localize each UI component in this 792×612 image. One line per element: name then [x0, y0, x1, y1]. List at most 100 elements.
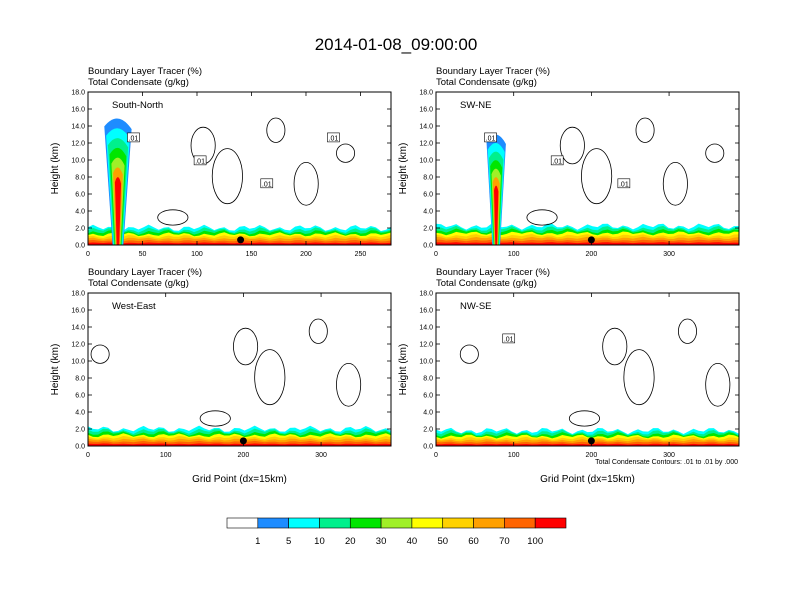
condensate-contour	[568, 410, 601, 427]
plot-area	[88, 318, 391, 446]
y-axis-label: Height (km)	[50, 344, 61, 396]
colorbar-label: 1	[255, 536, 260, 547]
location-marker	[587, 236, 595, 244]
y-tick-label: 10.0	[71, 359, 85, 366]
colorbar-label: 100	[527, 536, 543, 547]
y-tick-label: 4.0	[423, 209, 433, 216]
y-tick-label: 2.0	[423, 226, 433, 233]
plot-frame	[87, 91, 392, 246]
condensate-contour	[662, 161, 688, 206]
y-tick-label: 0.0	[423, 444, 433, 451]
y-tick-label: 10.0	[71, 158, 85, 165]
panel-west-east: 0 100 200 300 0.0 2.0 4.0 6.0 8.0 10.0 12.0 14.0 16.…	[50, 267, 392, 485]
y-tick-label: 2.0	[423, 427, 433, 434]
condensate-contour	[254, 349, 286, 406]
plot-area	[436, 117, 739, 245]
contour-label: .01	[262, 181, 272, 188]
x-tick-label: 0	[434, 251, 438, 258]
y-tick-label: 10.0	[419, 359, 433, 366]
colorbar-label: 70	[499, 536, 510, 547]
condensate-contour	[526, 209, 558, 226]
plot-frame	[435, 91, 740, 246]
x-tick-label: 100	[191, 251, 203, 258]
contour-label: .01	[195, 158, 205, 165]
tracer-plume	[114, 177, 122, 245]
colorbar-swatch	[534, 517, 567, 529]
figure-title: 2014-01-08_09:00:00	[315, 35, 478, 54]
panel-nw-se: .01 0 100 200 300 0.0 2.0 4.0 6.0 8.0 10.0 12.0 14.0…	[398, 267, 740, 485]
condensate-contour	[233, 327, 259, 366]
contour-label: .01	[129, 135, 139, 142]
y-tick-label: 16.0	[71, 308, 85, 315]
condensate-contour	[157, 209, 189, 226]
y-tick-label: 12.0	[71, 342, 85, 349]
x-tick-label: 200	[586, 251, 598, 258]
x-tick-label: 250	[355, 251, 367, 258]
condensate-contour	[90, 344, 110, 364]
y-tick-label: 12.0	[71, 141, 85, 148]
contour-label-box	[484, 132, 497, 143]
x-tick-label: 200	[300, 251, 312, 258]
condensate-contour	[623, 349, 655, 406]
colorbar-swatch	[349, 517, 382, 529]
y-tick-label: 8.0	[75, 376, 85, 383]
panel-name: NW-SE	[460, 301, 492, 312]
x-tick-label: 0	[434, 452, 438, 459]
y-tick-label: 8.0	[75, 175, 85, 182]
y-tick-label: 4.0	[423, 410, 433, 417]
panel-south-north: .01 .01 .01 .01 0 50 100 150 200 250 0.0 2.0 4.0 6.0 8…	[50, 66, 392, 258]
x-tick-label: 100	[160, 452, 172, 459]
panel-name: SW-NE	[460, 100, 492, 111]
panels: .01 .01 .01 .01 0 50 100 150 200 250 0.0 2.0 4.0 6.0 8…	[50, 66, 740, 485]
location-marker	[587, 437, 595, 445]
y-tick-label: 8.0	[423, 175, 433, 182]
y-tick-label: 18.0	[419, 90, 433, 97]
variable-label: Boundary Layer Tracer (%)	[436, 66, 550, 77]
colorbar-label: 20	[345, 536, 356, 547]
contour-label-box	[550, 155, 564, 166]
colorbar-swatch	[504, 517, 536, 529]
x-tick-label: 100	[508, 452, 520, 459]
y-tick-label: 10.0	[419, 158, 433, 165]
x-tick-label: 300	[315, 452, 327, 459]
contour-label-box	[127, 132, 140, 143]
contour-label-box	[193, 155, 207, 166]
colorbar-swatch	[319, 517, 351, 529]
x-tick-label: 200	[238, 452, 250, 459]
condensate-contour	[581, 148, 613, 205]
tracer-band	[88, 242, 391, 245]
y-tick-label: 14.0	[71, 124, 85, 131]
plot-frame	[87, 292, 392, 447]
colorbar-swatch	[442, 517, 474, 529]
colorbar-label: 60	[468, 536, 479, 547]
condensate-contour	[308, 318, 328, 344]
y-tick-label: 18.0	[419, 291, 433, 298]
colorbar-swatch	[473, 517, 505, 529]
colorbar-swatch	[411, 517, 444, 529]
y-tick-label: 6.0	[423, 192, 433, 199]
plot-area	[436, 318, 739, 446]
y-axis-label: Height (km)	[398, 344, 409, 396]
condensate-contour	[602, 327, 628, 366]
plot-frame	[435, 292, 740, 447]
y-tick-label: 0.0	[423, 243, 433, 250]
contour-label: .01	[504, 336, 514, 343]
panel-name: West-East	[112, 301, 156, 312]
contour-label: .01	[329, 135, 339, 142]
variable-label: Total Condensate (g/kg)	[88, 77, 189, 88]
colorbar-swatch	[257, 517, 289, 529]
y-tick-label: 14.0	[71, 325, 85, 332]
colorbar-swatch	[226, 517, 259, 529]
y-tick-label: 16.0	[419, 107, 433, 114]
tracer-plume	[494, 185, 499, 245]
y-tick-label: 0.0	[75, 243, 85, 250]
y-tick-label: 0.0	[75, 444, 85, 451]
contour-label: .01	[486, 135, 496, 142]
y-tick-label: 4.0	[75, 410, 85, 417]
contour-label-box	[617, 178, 631, 189]
colorbar-label: 50	[437, 536, 448, 547]
location-marker	[237, 236, 245, 244]
condensate-contour	[705, 362, 731, 407]
y-tick-label: 8.0	[423, 376, 433, 383]
y-axis-label: Height (km)	[398, 143, 409, 195]
